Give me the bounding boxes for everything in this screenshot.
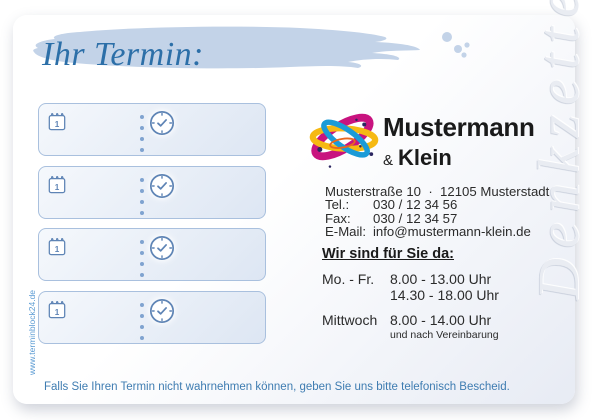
svg-text:1: 1	[55, 183, 60, 192]
svg-text:1: 1	[55, 120, 60, 129]
svg-text:1: 1	[55, 308, 60, 317]
svg-text:1: 1	[55, 245, 60, 254]
